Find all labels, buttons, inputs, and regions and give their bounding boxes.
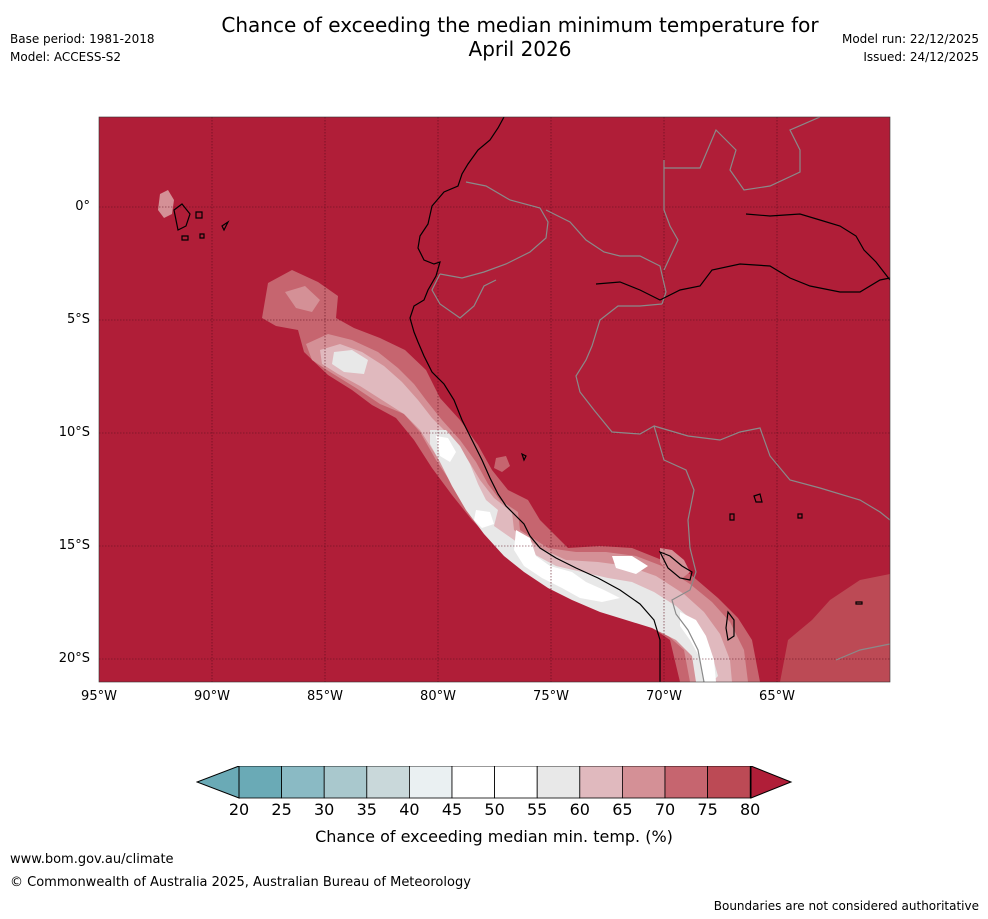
colorbar-label: Chance of exceeding median min. temp. (%… <box>315 827 673 846</box>
base-period-text: Base period: 1981-2018 <box>10 32 155 46</box>
lon-tick-label: 70°W <box>646 689 682 704</box>
colorbar-segment <box>408 766 453 799</box>
colorbar-high-arrow <box>750 766 793 799</box>
lat-tick-label: 0° <box>75 199 90 214</box>
lon-tick-label: 90°W <box>194 689 230 704</box>
colorbar-tick-label: 45 <box>441 800 463 819</box>
page-title: Chance of exceeding the median minimum t… <box>180 13 860 61</box>
anomaly-band-southeast <box>780 574 890 682</box>
colorbar-segment <box>621 766 666 799</box>
colorbar-tick-label: 20 <box>228 800 250 819</box>
colorbar-segment <box>494 766 538 799</box>
title-line-2: April 2026 <box>468 37 572 61</box>
colorbar-tick-label: 35 <box>356 800 377 819</box>
lat-tick-label: 10°S <box>58 425 90 440</box>
title-line-1: Chance of exceeding the median minimum t… <box>221 13 819 37</box>
website-link[interactable]: www.bom.gov.au/climate <box>10 852 174 867</box>
map-background <box>99 117 890 682</box>
lon-tick-label: 95°W <box>81 689 117 704</box>
colorbar-segment <box>536 766 581 799</box>
colorbar-tick-label: 30 <box>314 800 335 819</box>
lat-tick-label: 15°S <box>58 538 90 553</box>
colorbar-segment <box>579 766 623 799</box>
colorbar-segment <box>451 766 495 799</box>
colorbar-low-arrow <box>196 766 240 799</box>
lon-tick-label: 65°W <box>759 689 795 704</box>
disclaimer-text: Boundaries are not considered authoritat… <box>713 899 979 913</box>
lon-tick-label: 80°W <box>420 689 456 704</box>
colorbar-tick-label: 25 <box>271 800 292 819</box>
lon-tick-label: 75°W <box>533 689 569 704</box>
lat-tick-label: 20°S <box>58 651 90 666</box>
colorbar-tick-label: 60 <box>569 800 590 819</box>
country-borders <box>431 117 890 682</box>
colorbar-ticks: 20 25 30 35 40 45 50 55 60 65 70 75 80 <box>0 800 988 822</box>
colorbar-segment <box>366 766 410 799</box>
colorbar-segment <box>664 766 708 799</box>
colorbar-segment <box>707 766 751 799</box>
colorbar <box>196 766 793 799</box>
colorbar-tick-label: 40 <box>399 800 420 819</box>
issued-text: Issued: 24/12/2025 <box>863 50 979 64</box>
colorbar-tick-label: 70 <box>654 800 676 819</box>
lat-tick-label: 5°S <box>66 312 90 327</box>
coastlines <box>173 117 890 682</box>
anomaly-spot-inland <box>494 456 510 472</box>
colorbar-tick-label: 80 <box>740 800 761 819</box>
copyright-text: © Commonwealth of Australia 2025, Austra… <box>10 875 471 890</box>
anomaly-spot-galapagos <box>158 190 174 218</box>
colorbar-tick-label: 75 <box>697 800 718 819</box>
colorbar-segment <box>281 766 325 799</box>
model-run-text: Model run: 22/12/2025 <box>841 32 979 46</box>
colorbar-segment <box>323 766 368 799</box>
colorbar-tick-label: 65 <box>612 800 633 819</box>
anomaly-spot-titicaca <box>660 548 690 580</box>
lon-tick-label: 85°W <box>307 689 343 704</box>
colorbar-tick-label: 55 <box>527 800 548 819</box>
map-frame <box>98 116 891 683</box>
model-text: Model: ACCESS-S2 <box>10 50 122 64</box>
anomaly-band-45-55 <box>332 350 718 682</box>
colorbar-tick-label: 50 <box>484 800 505 819</box>
colorbar-segment <box>238 766 282 799</box>
